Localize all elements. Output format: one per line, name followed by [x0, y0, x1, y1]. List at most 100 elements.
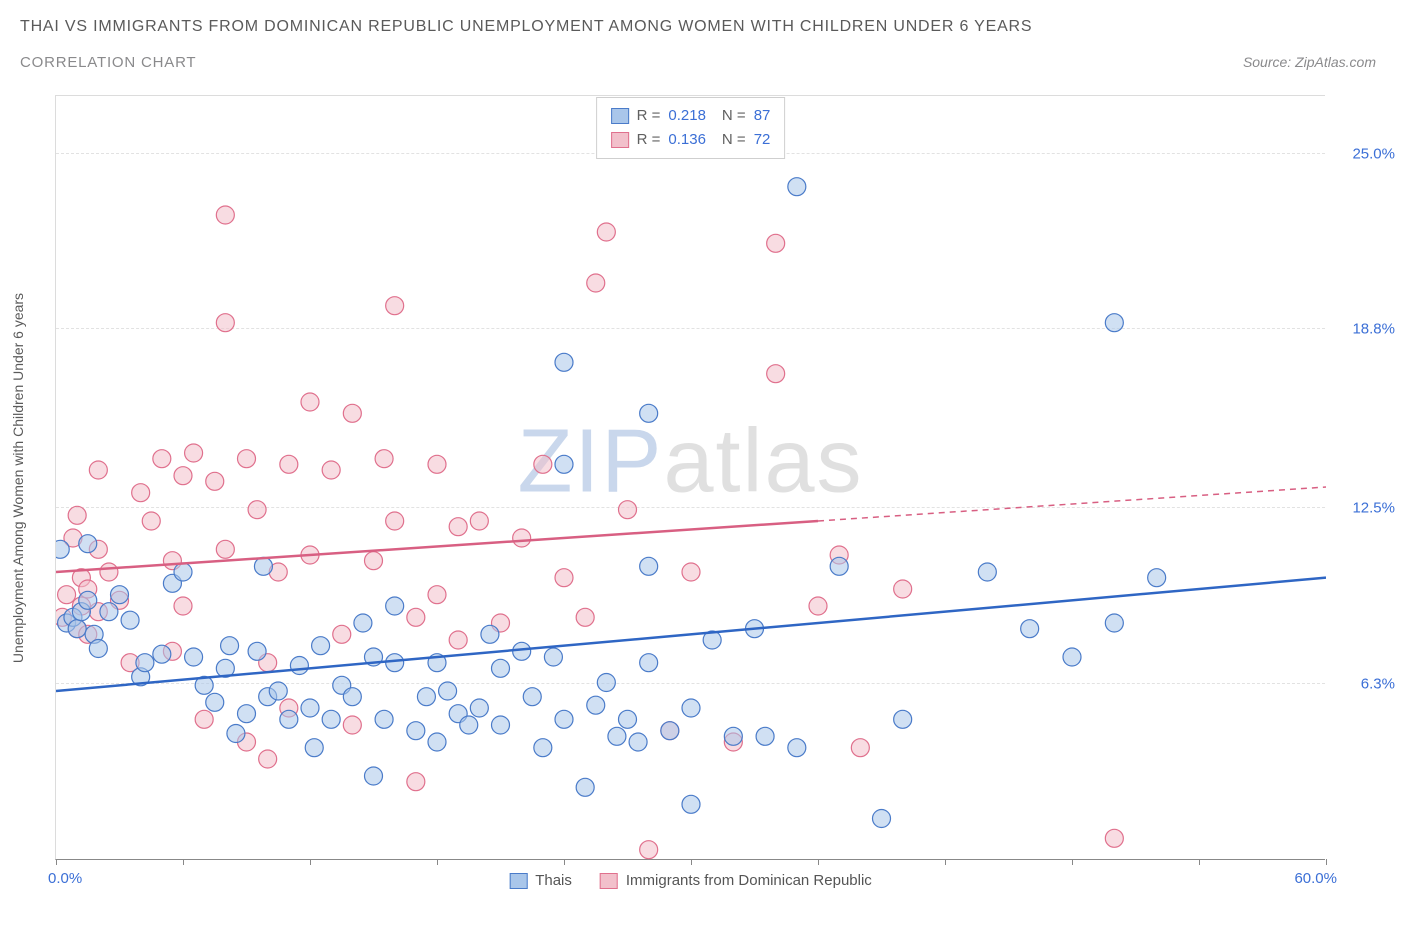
- data-point: [555, 353, 573, 371]
- y-tick-label: 6.3%: [1335, 675, 1395, 692]
- data-point: [301, 393, 319, 411]
- data-point: [407, 608, 425, 626]
- r-value-dominican: 0.136: [668, 128, 706, 152]
- data-point: [153, 450, 171, 468]
- data-point: [1021, 620, 1039, 638]
- scatter-plot: [56, 96, 1326, 861]
- r-label: R =: [637, 104, 661, 128]
- data-point: [216, 206, 234, 224]
- data-point: [597, 223, 615, 241]
- data-point: [121, 611, 139, 629]
- data-point: [597, 674, 615, 692]
- legend-label: Thais: [535, 872, 572, 889]
- legend-swatch: [509, 873, 527, 889]
- legend-item: Thais: [509, 872, 572, 889]
- trendline: [56, 521, 818, 572]
- legend-row-thais: R = 0.218 N = 87: [611, 104, 771, 128]
- r-value-thais: 0.218: [668, 104, 706, 128]
- data-point: [238, 705, 256, 723]
- chart-area: Unemployment Among Women with Children U…: [55, 95, 1325, 860]
- n-label: N =: [722, 128, 746, 152]
- y-tick-label: 18.8%: [1335, 321, 1395, 338]
- data-point: [68, 620, 86, 638]
- header: THAI VS IMMIGRANTS FROM DOMINICAN REPUBL…: [20, 18, 1376, 71]
- data-point: [1063, 648, 1081, 666]
- legend-swatch: [600, 873, 618, 889]
- data-point: [470, 512, 488, 530]
- data-point: [767, 365, 785, 383]
- swatch-dominican: [611, 132, 629, 148]
- data-point: [195, 710, 213, 728]
- data-point: [449, 518, 467, 536]
- data-point: [322, 710, 340, 728]
- data-point: [238, 450, 256, 468]
- data-point: [576, 778, 594, 796]
- data-point: [428, 733, 446, 751]
- data-point: [428, 586, 446, 604]
- data-point: [830, 557, 848, 575]
- data-point: [301, 699, 319, 717]
- data-point: [58, 586, 76, 604]
- data-point: [386, 297, 404, 315]
- data-point: [608, 727, 626, 745]
- data-point: [640, 841, 658, 859]
- data-point: [523, 688, 541, 706]
- data-point: [248, 642, 266, 660]
- data-point: [682, 699, 700, 717]
- n-value-thais: 87: [754, 104, 771, 128]
- data-point: [227, 725, 245, 743]
- data-point: [365, 552, 383, 570]
- data-point: [534, 739, 552, 757]
- data-point: [174, 467, 192, 485]
- data-point: [894, 710, 912, 728]
- r-label: R =: [637, 128, 661, 152]
- data-point: [851, 739, 869, 757]
- data-point: [682, 563, 700, 581]
- data-point: [343, 688, 361, 706]
- data-point: [174, 563, 192, 581]
- chart-title: THAI VS IMMIGRANTS FROM DOMINICAN REPUBL…: [20, 18, 1376, 36]
- data-point: [386, 654, 404, 672]
- data-point: [978, 563, 996, 581]
- correlation-legend: R = 0.218 N = 87 R = 0.136 N = 72: [596, 97, 786, 159]
- data-point: [619, 501, 637, 519]
- n-label: N =: [722, 104, 746, 128]
- data-point: [68, 506, 86, 524]
- data-point: [79, 535, 97, 553]
- data-point: [555, 569, 573, 587]
- data-point: [873, 810, 891, 828]
- data-point: [492, 716, 510, 734]
- data-point: [439, 682, 457, 700]
- data-point: [185, 444, 203, 462]
- data-point: [206, 472, 224, 490]
- y-axis-title: Unemployment Among Women with Children U…: [10, 292, 26, 662]
- data-point: [640, 654, 658, 672]
- data-point: [788, 739, 806, 757]
- x-axis-max-label: 60.0%: [1294, 870, 1337, 887]
- data-point: [174, 597, 192, 615]
- data-point: [460, 716, 478, 734]
- data-point: [56, 540, 69, 558]
- data-point: [132, 484, 150, 502]
- data-point: [629, 733, 647, 751]
- data-point: [481, 625, 499, 643]
- data-point: [386, 597, 404, 615]
- data-point: [407, 722, 425, 740]
- data-point: [809, 597, 827, 615]
- data-point: [365, 767, 383, 785]
- data-point: [576, 608, 594, 626]
- data-point: [1105, 314, 1123, 332]
- data-point: [100, 563, 118, 581]
- data-point: [305, 739, 323, 757]
- data-point: [290, 657, 308, 675]
- data-point: [312, 637, 330, 655]
- data-point: [587, 696, 605, 714]
- subtitle-row: CORRELATION CHART Source: ZipAtlas.com: [20, 54, 1376, 71]
- data-point: [661, 722, 679, 740]
- data-point: [724, 727, 742, 745]
- data-point: [513, 642, 531, 660]
- data-point: [375, 710, 393, 728]
- data-point: [449, 631, 467, 649]
- data-point: [248, 501, 266, 519]
- data-point: [767, 234, 785, 252]
